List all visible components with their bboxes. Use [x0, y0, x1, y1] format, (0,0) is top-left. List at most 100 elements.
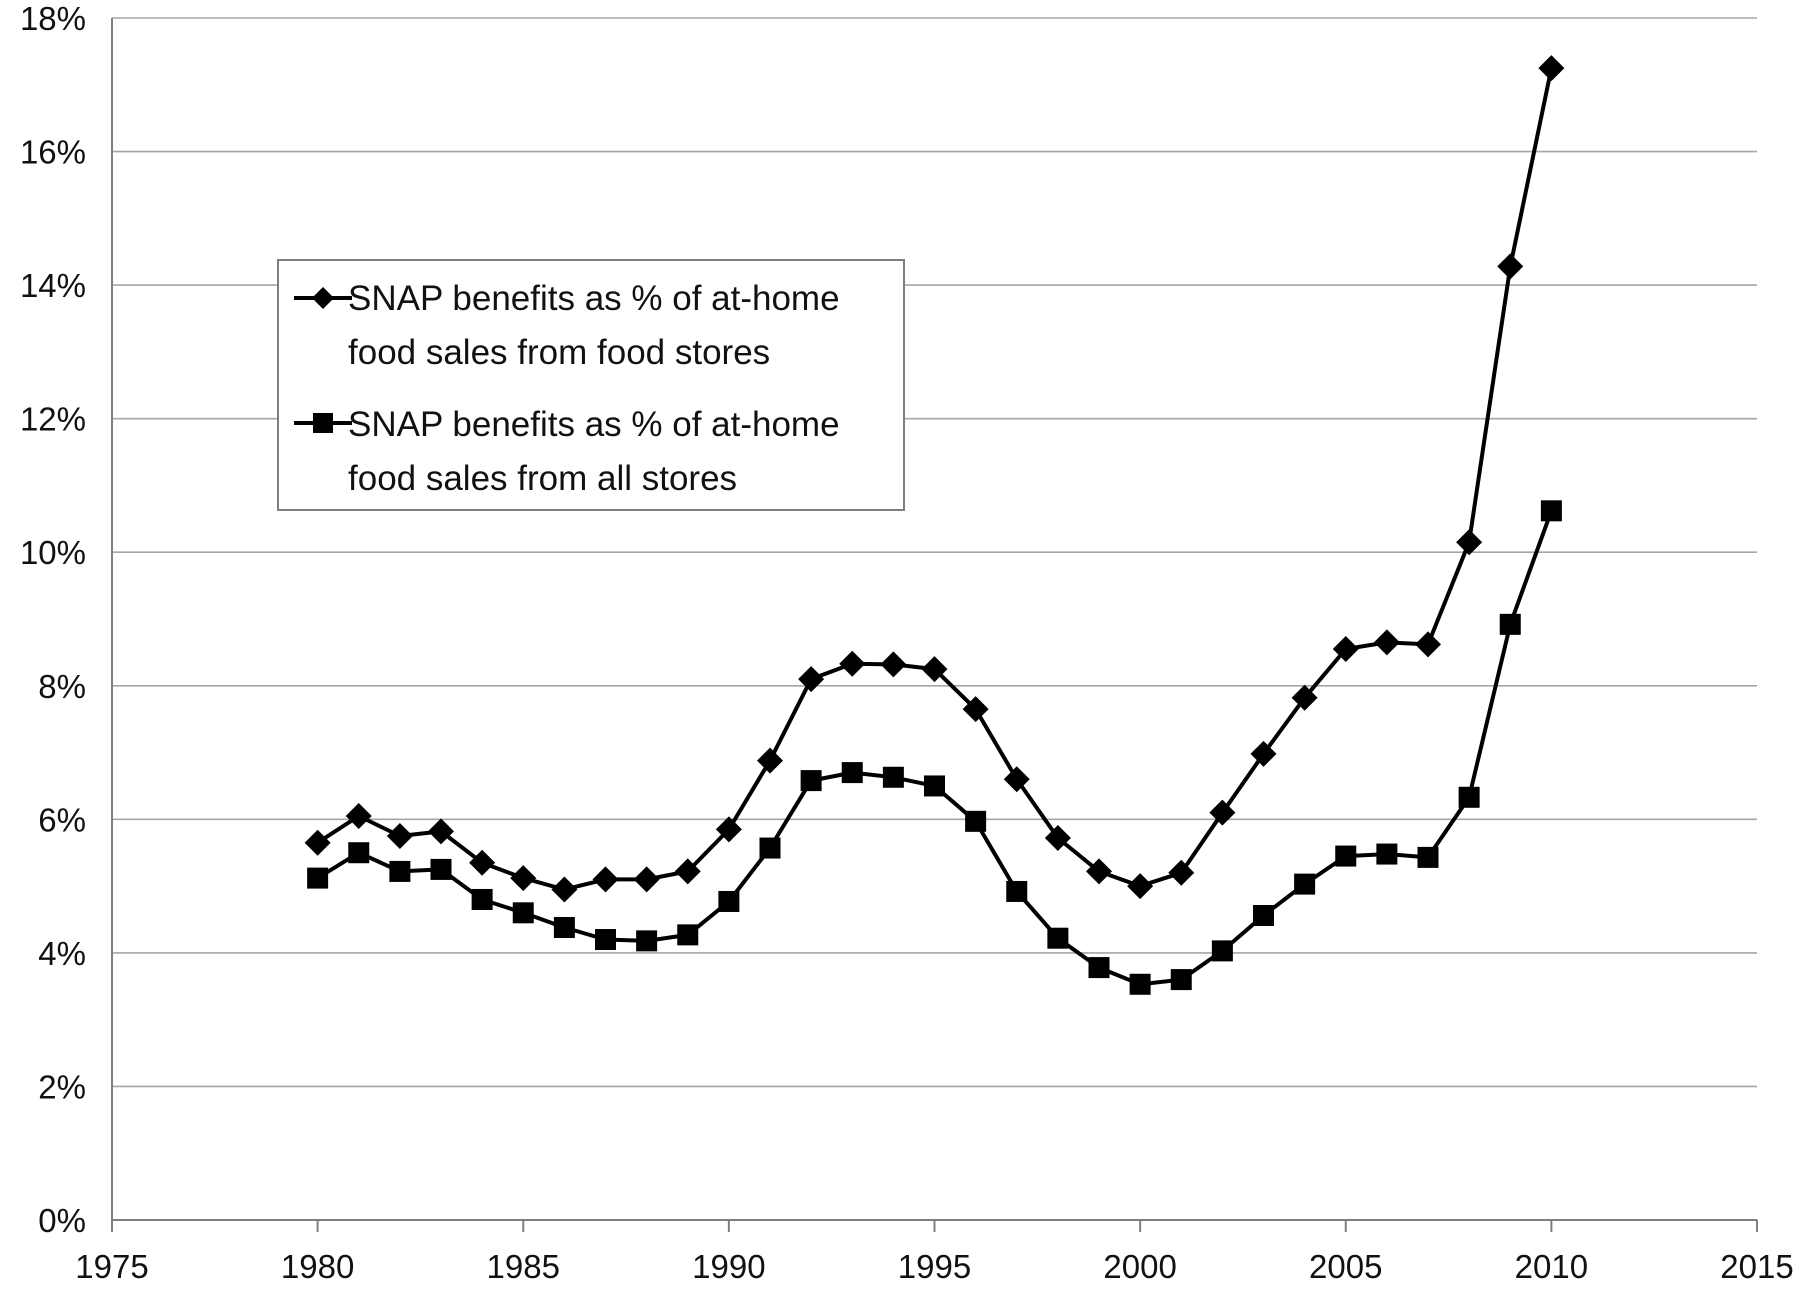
- data-point-diamond: [798, 666, 825, 693]
- legend-item-food-stores: SNAP benefits as % of at-home food sales…: [294, 279, 840, 372]
- data-point-diamond: [1044, 825, 1071, 852]
- x-tick-label: 2010: [1515, 1248, 1588, 1285]
- data-point-square: [718, 890, 740, 912]
- data-point-diamond: [1373, 629, 1400, 656]
- data-point-diamond: [1332, 636, 1359, 663]
- legend-label-food-stores-line2: food sales from food stores: [348, 333, 770, 372]
- x-tick-label: 1985: [487, 1248, 560, 1285]
- y-tick-label: 16%: [20, 134, 86, 171]
- data-point-square: [553, 917, 575, 939]
- data-point-square: [882, 766, 904, 788]
- data-point-square: [924, 775, 945, 797]
- data-point-diamond: [1003, 766, 1030, 793]
- axes: [111, 18, 1758, 1232]
- data-point-square: [841, 762, 863, 784]
- x-tick-label: 1995: [898, 1248, 971, 1285]
- data-point-diamond: [1168, 859, 1195, 886]
- series-all-stores: [307, 500, 1562, 995]
- y-tick-label: 14%: [20, 267, 86, 304]
- legend-label-all-stores: SNAP benefits as % of at-home: [348, 405, 840, 444]
- data-point-diamond: [1456, 529, 1483, 556]
- x-tick-label: 1975: [75, 1248, 148, 1285]
- data-point-diamond: [592, 866, 619, 893]
- legend-diamond-marker-icon: [312, 287, 334, 309]
- data-point-square: [471, 888, 493, 910]
- data-point-diamond: [469, 849, 496, 876]
- data-point-diamond: [510, 865, 537, 892]
- legend: SNAP benefits as % of at-home food sales…: [277, 259, 905, 511]
- data-point-square: [307, 867, 329, 889]
- y-tick-label: 12%: [20, 401, 86, 438]
- data-point-square: [348, 842, 370, 864]
- x-tick-label: 2000: [1103, 1248, 1176, 1285]
- series-line: [316, 510, 1554, 987]
- data-point-diamond: [345, 802, 372, 829]
- data-point-square: [1211, 940, 1233, 962]
- data-point-square: [1376, 843, 1398, 865]
- x-axis-tick-labels: 1975 1980 1985 1990 1995 2000 2005 2010 2015: [75, 1248, 1793, 1285]
- legend-item-all-stores: SNAP benefits as % of at-home food sales…: [294, 405, 840, 498]
- data-point-square: [1335, 845, 1357, 867]
- legend-square-marker-icon: [313, 413, 333, 433]
- y-tick-label: 2%: [38, 1068, 86, 1105]
- data-point-diamond: [757, 747, 783, 774]
- legend-label-food-stores: SNAP benefits as % of at-home: [348, 279, 840, 318]
- data-point-square: [430, 858, 452, 880]
- data-point-square: [1294, 873, 1316, 895]
- series-food-stores: [304, 55, 1565, 903]
- data-point-square: [1499, 613, 1521, 635]
- data-point-square: [389, 860, 411, 882]
- data-point-square: [1088, 957, 1110, 979]
- y-axis-tick-labels: 0% 2% 4% 6% 8% 10% 12% 14% 16% 18%: [20, 0, 86, 1239]
- data-point-square: [512, 902, 534, 924]
- data-point-diamond: [428, 818, 454, 845]
- x-tick-label: 2005: [1309, 1248, 1382, 1285]
- y-tick-label: 6%: [38, 801, 86, 838]
- data-point-diamond: [1127, 873, 1154, 900]
- data-point-diamond: [1538, 55, 1565, 82]
- data-point-square: [965, 810, 987, 832]
- x-tick-label: 1980: [281, 1248, 354, 1285]
- data-point-diamond: [921, 656, 948, 683]
- data-point-diamond: [551, 876, 578, 903]
- x-tick-label: 1990: [692, 1248, 765, 1285]
- legend-box: [277, 259, 905, 511]
- legend-label-all-stores-line2: food sales from all stores: [348, 459, 737, 498]
- data-point-diamond: [304, 829, 331, 856]
- data-point-diamond: [633, 866, 660, 893]
- data-point-square: [1047, 927, 1069, 949]
- data-point-square: [636, 930, 658, 952]
- data-point-diamond: [674, 858, 701, 885]
- data-point-diamond: [962, 696, 989, 723]
- y-tick-label: 18%: [20, 0, 86, 37]
- data-point-diamond: [839, 650, 866, 677]
- data-point-diamond: [386, 823, 413, 850]
- data-point-square: [1170, 969, 1192, 991]
- data-point-diamond: [1209, 799, 1236, 826]
- data-point-square: [1540, 500, 1562, 522]
- data-point-square: [1006, 880, 1028, 902]
- y-tick-label: 0%: [38, 1202, 86, 1239]
- data-point-square: [595, 929, 616, 951]
- data-point-square: [800, 770, 822, 792]
- y-tick-label: 4%: [38, 935, 86, 972]
- data-point-square: [1253, 904, 1274, 926]
- data-point-diamond: [1291, 684, 1318, 711]
- data-point-square: [1417, 846, 1439, 868]
- data-point-diamond: [715, 816, 742, 843]
- y-tick-label: 10%: [20, 534, 86, 571]
- data-point-diamond: [1250, 740, 1277, 767]
- y-tick-label: 8%: [38, 668, 86, 705]
- data-point-diamond: [1415, 631, 1441, 658]
- data-point-square: [1129, 973, 1151, 995]
- data-point-square: [1458, 786, 1480, 808]
- gridlines: [112, 17, 1757, 1088]
- x-tick-label: 2015: [1720, 1248, 1793, 1285]
- series-layer: [304, 55, 1565, 995]
- data-point-square: [677, 924, 699, 946]
- data-point-diamond: [1497, 253, 1524, 280]
- data-point-square: [759, 837, 781, 859]
- data-point-diamond: [880, 651, 907, 678]
